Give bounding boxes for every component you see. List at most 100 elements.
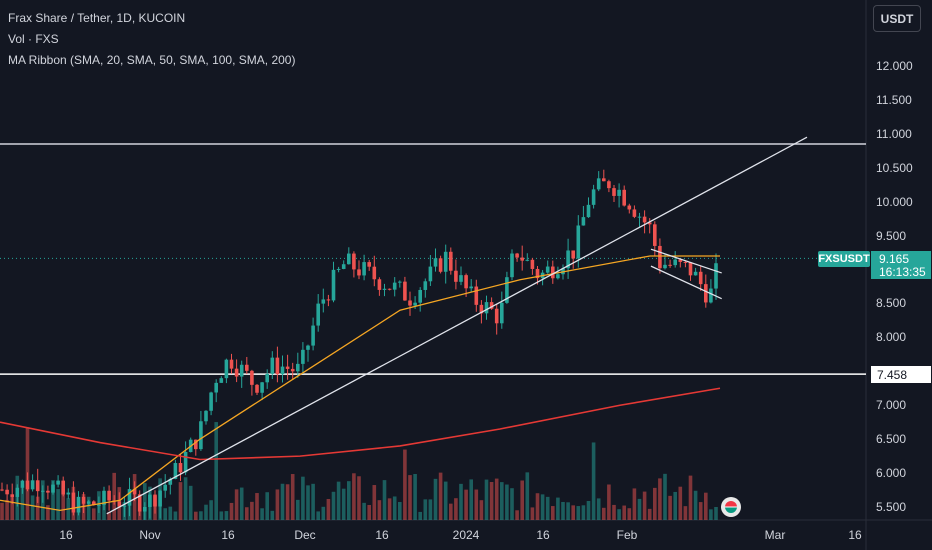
volume-bar	[387, 498, 392, 520]
volume-bar	[612, 504, 616, 520]
currency-button[interactable]: USDT	[873, 5, 921, 32]
volume-bar	[107, 511, 111, 520]
time-tick-label: 16	[375, 528, 389, 542]
volume-bar	[413, 474, 417, 520]
candle-body	[704, 284, 708, 303]
sma-50-line	[0, 255, 720, 512]
volume-bar	[122, 502, 127, 520]
candle-body	[683, 261, 688, 263]
bar-countdown: 16:13:35	[879, 265, 926, 279]
time-tick-label: 16	[536, 528, 550, 542]
candle-body	[301, 349, 305, 364]
candle-body	[234, 368, 239, 377]
volume-bar	[622, 505, 626, 520]
time-tick-label: Mar	[764, 528, 786, 542]
volume-bar	[204, 504, 208, 520]
volume-bar	[632, 488, 637, 520]
volume-legend: Vol · FXS	[8, 32, 59, 46]
volume-bar	[443, 481, 448, 520]
volume-bar	[296, 499, 300, 520]
candle-body	[535, 268, 540, 279]
time-tick-label: 16	[848, 528, 862, 542]
candle-body	[214, 382, 218, 393]
candle-body	[372, 266, 377, 280]
candle-body	[673, 259, 677, 266]
volume-bar	[668, 495, 672, 520]
candle-body	[245, 364, 249, 371]
candle-body	[551, 266, 555, 279]
candle-body	[331, 269, 336, 301]
volume-bar	[153, 496, 157, 520]
volume-bar	[234, 489, 239, 520]
candle-body	[566, 250, 570, 269]
candle-body	[382, 288, 387, 290]
volume-bar	[454, 498, 458, 520]
volume-bar	[602, 507, 606, 520]
volume-bar	[46, 505, 50, 520]
volume-bar	[81, 494, 86, 520]
volume-bar	[449, 503, 453, 520]
volume-bar	[321, 506, 326, 520]
volume-bar	[347, 481, 351, 520]
price-tick-label: 10.500	[876, 160, 913, 175]
volume-bar	[596, 498, 601, 520]
candle-body	[377, 279, 382, 290]
level-price-badge: 7.458	[871, 366, 931, 383]
candle-body	[392, 282, 397, 290]
candle-body	[449, 251, 453, 271]
candle-body	[275, 357, 280, 375]
price-tick-label: 10.000	[876, 194, 913, 209]
volume-bar	[423, 499, 428, 520]
candle-body	[714, 263, 718, 289]
channel-line	[650, 265, 722, 300]
candle-body	[647, 222, 652, 225]
volume-bar	[678, 486, 683, 520]
channel-line	[650, 248, 722, 274]
candle-body	[316, 303, 320, 326]
candle-body	[545, 266, 550, 273]
candle-body	[367, 262, 371, 267]
volume-bar	[377, 500, 382, 520]
volume-bar	[127, 502, 132, 520]
volume-bar	[398, 502, 402, 520]
volume-bar	[306, 485, 310, 520]
volume-bar	[168, 506, 173, 520]
volume-bar	[357, 476, 361, 520]
volume-bar	[469, 479, 473, 520]
volume-bar	[352, 473, 356, 520]
candle-body	[484, 302, 489, 314]
volume-bar	[239, 487, 244, 520]
candle-body	[285, 366, 290, 369]
candle-body	[194, 439, 198, 450]
candle-body	[632, 209, 637, 217]
volume-bar	[97, 491, 101, 520]
candle-body	[387, 288, 392, 290]
candle-body	[76, 496, 81, 513]
volume-bar	[403, 449, 407, 520]
candle-body	[168, 478, 173, 485]
candle-body	[280, 366, 285, 375]
candle-body	[321, 299, 326, 304]
candle-body	[658, 245, 662, 269]
candle-body	[520, 257, 524, 261]
volume-bar	[540, 494, 545, 520]
volume-bar	[464, 489, 468, 520]
volume-bar	[494, 478, 499, 520]
candle-body	[403, 281, 407, 301]
candle-body	[30, 480, 35, 490]
volume-bar	[474, 489, 479, 520]
candle-body	[61, 480, 65, 495]
volume-bar	[673, 491, 677, 520]
candle-body	[423, 281, 428, 290]
volume-bar	[698, 502, 703, 520]
volume-bar	[112, 472, 116, 520]
volume-bar	[520, 480, 524, 520]
volume-bar	[530, 507, 535, 520]
volume-bar	[372, 485, 377, 520]
volume-bar	[5, 499, 9, 520]
economic-event-icon[interactable]	[721, 497, 741, 517]
candle-body	[602, 178, 606, 182]
candle-body	[347, 253, 351, 265]
volume-bar	[607, 484, 611, 520]
